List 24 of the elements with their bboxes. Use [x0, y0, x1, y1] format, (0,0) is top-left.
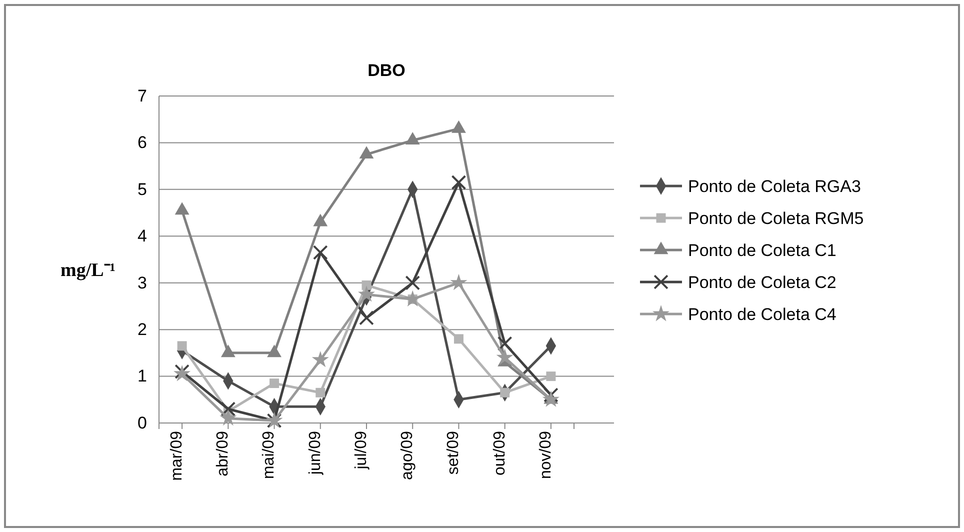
legend-label: Ponto de Coleta C4 [688, 304, 836, 324]
y-tick-label: 6 [138, 133, 147, 152]
y-tick-label: 0 [138, 413, 147, 432]
legend-label: Ponto de Coleta C1 [688, 240, 836, 260]
x-tick-label: abr/09 [214, 430, 232, 476]
x-tick-label: out/09 [491, 430, 508, 476]
x-tick-label: jun/09 [306, 430, 324, 476]
x-tick-label: set/09 [445, 430, 462, 475]
y-tick-label: 1 [138, 366, 147, 386]
y-tick-label: 3 [138, 273, 147, 292]
legend-label: Ponto de Coleta RGM5 [688, 208, 864, 228]
x-tick-label: ago/09 [399, 430, 416, 480]
legend-label: Ponto de Coleta C2 [688, 272, 836, 292]
y-tick-label: 4 [138, 226, 147, 246]
y-tick-label: 7 [138, 86, 147, 106]
y-tick-label: 5 [138, 180, 147, 199]
y-axis-title: mg/L⁻¹ [60, 260, 116, 281]
y-tick-label: 2 [138, 320, 147, 340]
x-tick-label: nov/09 [537, 430, 554, 480]
chart-title: DBO [368, 61, 406, 80]
x-tick-label: jul/09 [352, 430, 370, 470]
legend-label: Ponto de Coleta RGA3 [688, 176, 861, 196]
x-tick-label: mai/09 [260, 430, 278, 480]
x-tick-label: mar/09 [168, 430, 186, 481]
